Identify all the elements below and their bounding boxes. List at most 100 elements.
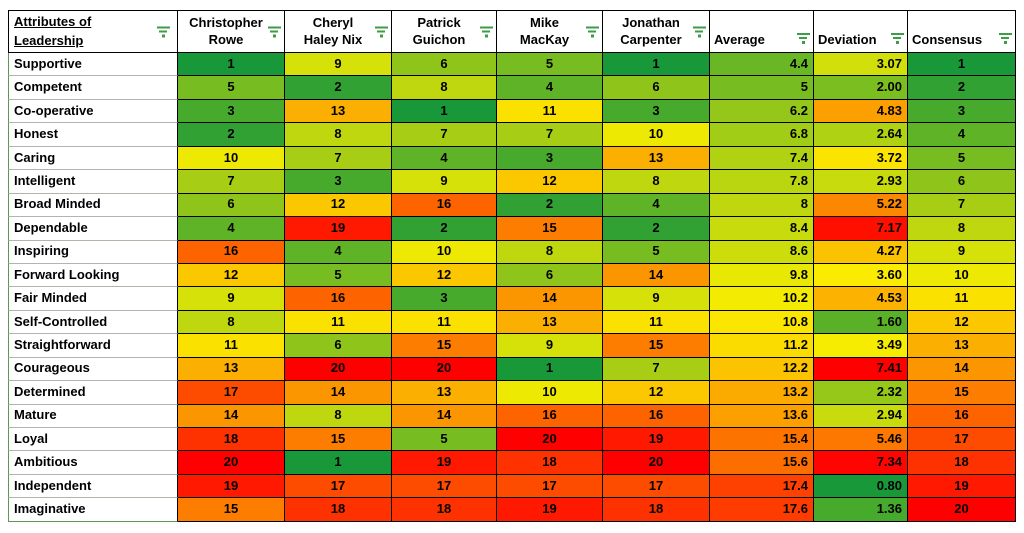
rating-cell[interactable]: 19 — [285, 217, 392, 241]
deviation-cell[interactable]: 1.36 — [814, 498, 908, 522]
rating-cell[interactable]: 10 — [603, 123, 710, 147]
rating-cell[interactable]: 12 — [178, 263, 285, 288]
rating-cell[interactable]: 3 — [178, 99, 285, 124]
rating-cell[interactable]: 7 — [392, 123, 497, 147]
deviation-cell[interactable]: 7.17 — [814, 217, 908, 241]
rating-cell[interactable]: 12 — [285, 193, 392, 218]
rating-cell[interactable]: 20 — [497, 428, 603, 452]
average-cell[interactable]: 15.4 — [710, 428, 814, 452]
deviation-cell[interactable]: 3.60 — [814, 263, 908, 288]
rating-cell[interactable]: 8 — [285, 404, 392, 428]
attribute-cell[interactable]: Broad Minded — [8, 193, 178, 218]
rating-cell[interactable]: 7 — [178, 170, 285, 194]
rating-cell[interactable]: 1 — [178, 53, 285, 77]
attribute-cell[interactable]: Caring — [8, 146, 178, 171]
average-cell[interactable]: 12.2 — [710, 357, 814, 382]
rating-cell[interactable]: 15 — [392, 334, 497, 358]
rating-cell[interactable]: 17 — [603, 474, 710, 499]
rating-cell[interactable]: 15 — [603, 334, 710, 358]
average-cell[interactable]: 13.6 — [710, 404, 814, 428]
average-cell[interactable]: 7.4 — [710, 146, 814, 171]
attribute-cell[interactable]: Straightforward — [8, 334, 178, 358]
attribute-cell[interactable]: Co-operative — [8, 99, 178, 124]
attribute-cell[interactable]: Intelligent — [8, 170, 178, 194]
rating-cell[interactable]: 14 — [603, 263, 710, 288]
average-cell[interactable]: 4.4 — [710, 53, 814, 77]
average-cell[interactable]: 6.8 — [710, 123, 814, 147]
rating-cell[interactable]: 5 — [285, 263, 392, 288]
average-cell[interactable]: 7.8 — [710, 170, 814, 194]
rating-cell[interactable]: 18 — [603, 498, 710, 522]
filter-icon[interactable] — [156, 26, 170, 37]
attribute-cell[interactable]: Competent — [8, 76, 178, 100]
rating-cell[interactable]: 4 — [178, 217, 285, 241]
filter-icon[interactable] — [692, 26, 706, 37]
rating-cell[interactable]: 12 — [497, 170, 603, 194]
rating-cell[interactable]: 12 — [392, 263, 497, 288]
rating-cell[interactable]: 4 — [497, 76, 603, 100]
rating-cell[interactable]: 11 — [178, 334, 285, 358]
rating-cell[interactable]: 20 — [178, 451, 285, 475]
rating-cell[interactable]: 8 — [392, 76, 497, 100]
deviation-cell[interactable]: 4.53 — [814, 287, 908, 311]
deviation-cell[interactable]: 5.22 — [814, 193, 908, 218]
filter-icon[interactable] — [267, 26, 281, 37]
attribute-cell[interactable]: Self-Controlled — [8, 310, 178, 335]
attribute-cell[interactable]: Dependable — [8, 217, 178, 241]
rating-cell[interactable]: 1 — [285, 451, 392, 475]
deviation-cell[interactable]: 4.27 — [814, 240, 908, 264]
rating-cell[interactable]: 14 — [178, 404, 285, 428]
rating-cell[interactable]: 10 — [178, 146, 285, 171]
rating-cell[interactable]: 6 — [603, 76, 710, 100]
deviation-cell[interactable]: 2.00 — [814, 76, 908, 100]
attribute-cell[interactable]: Supportive — [8, 53, 178, 77]
rating-cell[interactable]: 16 — [497, 404, 603, 428]
consensus-cell[interactable]: 13 — [908, 334, 1016, 358]
average-cell[interactable]: 15.6 — [710, 451, 814, 475]
rating-cell[interactable]: 7 — [603, 357, 710, 382]
consensus-cell[interactable]: 20 — [908, 498, 1016, 522]
rating-cell[interactable]: 5 — [603, 240, 710, 264]
rating-cell[interactable]: 6 — [392, 53, 497, 77]
consensus-cell[interactable]: 7 — [908, 193, 1016, 218]
deviation-cell[interactable]: 2.64 — [814, 123, 908, 147]
rating-cell[interactable]: 16 — [285, 287, 392, 311]
average-cell[interactable]: 17.4 — [710, 474, 814, 499]
attribute-cell[interactable]: Mature — [8, 404, 178, 428]
consensus-cell[interactable]: 15 — [908, 381, 1016, 405]
deviation-cell[interactable]: 0.80 — [814, 474, 908, 499]
rating-cell[interactable]: 18 — [285, 498, 392, 522]
rating-cell[interactable]: 14 — [285, 381, 392, 405]
rating-cell[interactable]: 2 — [178, 123, 285, 147]
attribute-cell[interactable]: Ambitious — [8, 451, 178, 475]
average-cell[interactable]: 17.6 — [710, 498, 814, 522]
filter-icon[interactable] — [479, 26, 493, 37]
rating-cell[interactable]: 19 — [603, 428, 710, 452]
consensus-cell[interactable]: 5 — [908, 146, 1016, 171]
rating-cell[interactable]: 9 — [603, 287, 710, 311]
rating-cell[interactable]: 5 — [392, 428, 497, 452]
filter-icon[interactable] — [585, 26, 599, 37]
attribute-cell[interactable]: Loyal — [8, 428, 178, 452]
rating-cell[interactable]: 15 — [285, 428, 392, 452]
rating-cell[interactable]: 1 — [392, 99, 497, 124]
attribute-cell[interactable]: Forward Looking — [8, 263, 178, 288]
consensus-cell[interactable]: 18 — [908, 451, 1016, 475]
deviation-cell[interactable]: 2.93 — [814, 170, 908, 194]
consensus-cell[interactable]: 6 — [908, 170, 1016, 194]
deviation-cell[interactable]: 7.34 — [814, 451, 908, 475]
rating-cell[interactable]: 18 — [497, 451, 603, 475]
rating-cell[interactable]: 16 — [603, 404, 710, 428]
rating-cell[interactable]: 8 — [497, 240, 603, 264]
average-cell[interactable]: 5 — [710, 76, 814, 100]
rating-cell[interactable]: 13 — [285, 99, 392, 124]
rating-cell[interactable]: 9 — [392, 170, 497, 194]
rating-cell[interactable]: 16 — [178, 240, 285, 264]
deviation-cell[interactable]: 3.72 — [814, 146, 908, 171]
consensus-cell[interactable]: 17 — [908, 428, 1016, 452]
rating-cell[interactable]: 17 — [178, 381, 285, 405]
rating-cell[interactable]: 13 — [497, 310, 603, 335]
rating-cell[interactable]: 3 — [497, 146, 603, 171]
rating-cell[interactable]: 2 — [392, 217, 497, 241]
rating-cell[interactable]: 1 — [603, 53, 710, 77]
